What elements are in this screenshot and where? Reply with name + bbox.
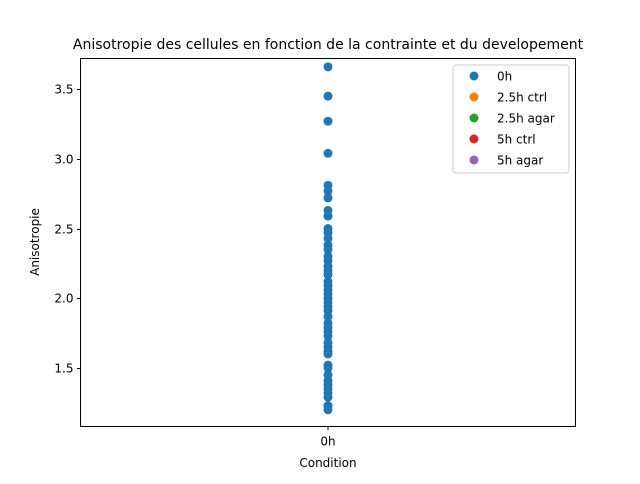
legend-marker [469, 113, 479, 123]
y-tick-label: 1.5 [54, 362, 73, 376]
data-point [323, 148, 333, 158]
data-point [323, 193, 333, 203]
x-axis-ticks: 0h [320, 426, 336, 449]
y-tick-label: 2.5 [54, 223, 73, 237]
legend-marker [469, 134, 479, 144]
data-point [323, 270, 333, 280]
data-point [323, 405, 333, 415]
legend-label: 2.5h agar [497, 112, 555, 126]
legend-marker [469, 71, 479, 81]
y-tick-label: 3.5 [54, 83, 73, 97]
y-axis-label: Anisotropie [28, 208, 42, 276]
legend-marker [469, 92, 479, 102]
y-tick-label: 2.0 [54, 292, 73, 306]
data-point [323, 211, 333, 221]
data-point [323, 91, 333, 101]
legend-frame [452, 64, 570, 174]
data-point [323, 116, 333, 126]
data-point [323, 186, 333, 196]
chart-title: Anisotropie des cellules en fonction de … [73, 37, 584, 53]
y-tick-label: 3.0 [54, 153, 73, 167]
legend-label: 5h ctrl [497, 133, 536, 147]
data-point [323, 62, 333, 72]
data-point [323, 331, 333, 341]
x-tick-label: 0h [320, 435, 335, 449]
data-point [323, 392, 333, 402]
legend-label: 2.5h ctrl [497, 91, 547, 105]
data-point [323, 349, 333, 359]
legend-marker [469, 155, 479, 165]
legend: 0h 2.5h ctrl 2.5h agar 5h ctrl 5h agar [452, 64, 570, 174]
legend-label: 0h [497, 70, 512, 84]
data-point [323, 244, 333, 254]
data-point [323, 311, 333, 321]
legend-label: 5h agar [497, 154, 543, 168]
data-point [323, 363, 333, 373]
data-points [323, 62, 333, 415]
data-point [323, 233, 333, 243]
axes-frame [80, 58, 576, 427]
y-axis-ticks: 1.5 2.0 2.5 3.0 3.5 [54, 83, 81, 376]
x-axis-label: Condition [299, 456, 356, 470]
